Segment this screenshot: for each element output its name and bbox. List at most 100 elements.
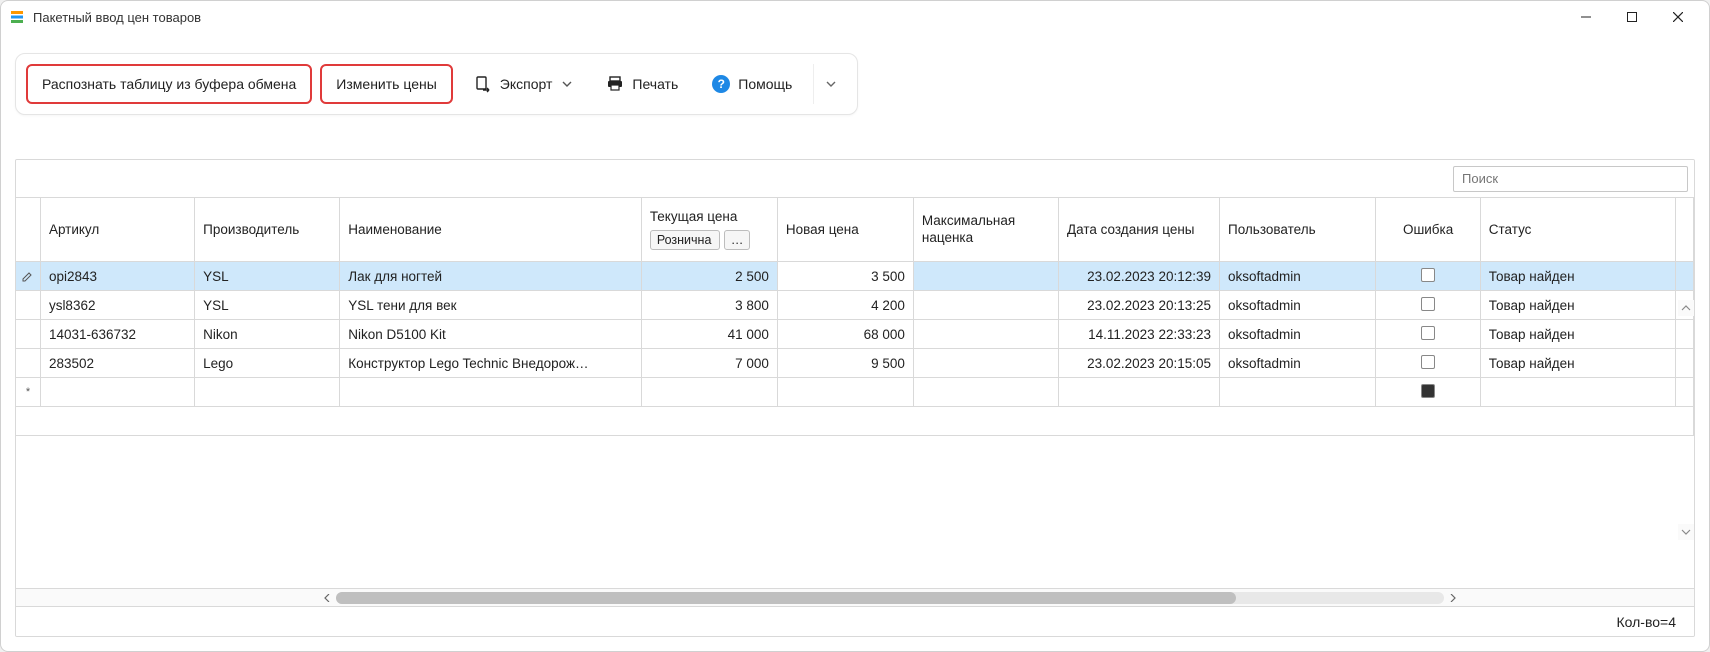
empty-cell[interactable]	[340, 378, 642, 407]
col-name[interactable]: Наименование	[340, 198, 642, 262]
change-prices-button[interactable]: Изменить цены	[320, 64, 452, 104]
error-checkbox[interactable]	[1421, 355, 1435, 369]
hscroll-thumb[interactable]	[336, 592, 1236, 604]
error-checkbox[interactable]	[1421, 326, 1435, 340]
error-checkbox[interactable]	[1421, 384, 1435, 398]
cell-max-markup[interactable]	[914, 349, 1059, 378]
table-row[interactable]: ysl8362YSLYSL тени для век3 8004 200 23.0…	[16, 291, 1694, 320]
col-new-price[interactable]: Новая цена	[778, 198, 914, 262]
cell-new-price[interactable]: 9 500	[778, 349, 914, 378]
maximize-button[interactable]	[1609, 2, 1655, 32]
cell-user[interactable]: oksoftadmin	[1220, 349, 1376, 378]
cell-error[interactable]	[1376, 262, 1480, 291]
empty-cell[interactable]	[642, 378, 778, 407]
table-row[interactable]: opi2843YSLЛак для ногтей2 5003 500 23.02.…	[16, 262, 1694, 291]
cell-status[interactable]: Товар найден	[1481, 349, 1676, 378]
cell-status[interactable]: Товар найден	[1481, 291, 1676, 320]
empty-cell[interactable]	[41, 378, 195, 407]
col-status-label: Статус	[1489, 222, 1532, 237]
toolbar-more-button[interactable]	[813, 64, 847, 104]
cell-user[interactable]: oksoftadmin	[1220, 320, 1376, 349]
empty-cell[interactable]	[1481, 378, 1676, 407]
cell-new-price[interactable]: 3 500	[778, 262, 914, 291]
hscroll-right-icon[interactable]	[1446, 591, 1460, 605]
recognize-clipboard-label: Распознать таблицу из буфера обмена	[42, 76, 296, 92]
table-row[interactable]: 14031-636732NikonNikon D5100 Kit41 00068…	[16, 320, 1694, 349]
close-button[interactable]	[1655, 2, 1701, 32]
error-checkbox[interactable]	[1421, 268, 1435, 282]
cell-error[interactable]	[1376, 320, 1480, 349]
col-date[interactable]: Дата создания цены	[1059, 198, 1220, 262]
cell-new-price[interactable]: 4 200	[778, 291, 914, 320]
col-name-label: Наименование	[348, 222, 442, 237]
col-current-price[interactable]: Текущая цена Рознична …	[642, 198, 778, 262]
cell-current-price[interactable]: 2 500	[642, 262, 778, 291]
cell-current-price[interactable]: 7 000	[642, 349, 778, 378]
cell-error[interactable]	[1376, 378, 1480, 407]
cell-status[interactable]: Товар найден	[1481, 320, 1676, 349]
cell-name[interactable]: YSL тени для век	[340, 291, 642, 320]
cell-article[interactable]: opi2843	[41, 262, 195, 291]
cell-user[interactable]: oksoftadmin	[1220, 262, 1376, 291]
cell-date[interactable]: 14.11.2023 22:33:23	[1059, 320, 1220, 349]
price-type-selector[interactable]: Рознична	[650, 230, 720, 250]
cell-status[interactable]: Товар найден	[1481, 262, 1676, 291]
recognize-clipboard-button[interactable]: Распознать таблицу из буфера обмена	[26, 64, 312, 104]
cell-manufacturer[interactable]: YSL	[195, 262, 340, 291]
table-row[interactable]: 283502LegoКонструктор Lego Technic Внедо…	[16, 349, 1694, 378]
cell-error[interactable]	[1376, 349, 1480, 378]
row-indicator	[16, 262, 41, 291]
price-type-more-button[interactable]: …	[724, 230, 751, 250]
help-label: Помощь	[738, 76, 792, 92]
minimize-button[interactable]	[1563, 2, 1609, 32]
cell-date[interactable]: 23.02.2023 20:15:05	[1059, 349, 1220, 378]
print-label: Печать	[632, 76, 678, 92]
cell-current-price[interactable]: 41 000	[642, 320, 778, 349]
app-icon	[9, 9, 25, 25]
cell-new-price[interactable]: 68 000	[778, 320, 914, 349]
print-button[interactable]: Печать	[593, 64, 691, 104]
col-max-markup[interactable]: Максимальная наценка	[914, 198, 1059, 262]
cell-manufacturer[interactable]: YSL	[195, 291, 340, 320]
vscroll-down-icon[interactable]	[1678, 524, 1694, 540]
cell-name[interactable]: Конструктор Lego Technic Внедорож…	[340, 349, 642, 378]
cell-article[interactable]: 14031-636732	[41, 320, 195, 349]
hscroll-left-icon[interactable]	[320, 591, 334, 605]
col-indicator[interactable]	[16, 198, 41, 262]
cell-name[interactable]: Nikon D5100 Kit	[340, 320, 642, 349]
search-box	[1453, 166, 1688, 192]
help-button[interactable]: ? Помощь	[699, 64, 805, 104]
cell-article[interactable]: 283502	[41, 349, 195, 378]
new-row[interactable]: *	[16, 378, 1694, 407]
export-icon	[474, 75, 492, 93]
search-input[interactable]	[1462, 171, 1679, 186]
col-manufacturer[interactable]: Производитель	[195, 198, 340, 262]
horizontal-scrollbar[interactable]	[16, 588, 1694, 606]
empty-cell[interactable]	[914, 378, 1059, 407]
export-button[interactable]: Экспорт	[461, 64, 586, 104]
grid-panel: Артикул Производитель Наименование Текущ…	[15, 159, 1695, 637]
cell-article[interactable]: ysl8362	[41, 291, 195, 320]
vscroll-up-icon[interactable]	[1678, 300, 1694, 316]
cell-manufacturer[interactable]: Nikon	[195, 320, 340, 349]
col-user[interactable]: Пользователь	[1220, 198, 1376, 262]
cell-manufacturer[interactable]: Lego	[195, 349, 340, 378]
empty-cell[interactable]	[1059, 378, 1220, 407]
cell-max-markup[interactable]	[914, 320, 1059, 349]
cell-date[interactable]: 23.02.2023 20:13:25	[1059, 291, 1220, 320]
empty-cell[interactable]	[195, 378, 340, 407]
cell-name[interactable]: Лак для ногтей	[340, 262, 642, 291]
col-error[interactable]: Ошибка	[1376, 198, 1480, 262]
cell-current-price[interactable]: 3 800	[642, 291, 778, 320]
empty-cell[interactable]	[1220, 378, 1376, 407]
cell-error[interactable]	[1376, 291, 1480, 320]
col-status[interactable]: Статус	[1481, 198, 1676, 262]
cell-user[interactable]: oksoftadmin	[1220, 291, 1376, 320]
empty-cell[interactable]	[778, 378, 914, 407]
cell-date[interactable]: 23.02.2023 20:12:39	[1059, 262, 1220, 291]
window-controls	[1563, 2, 1701, 32]
cell-max-markup[interactable]	[914, 291, 1059, 320]
col-article[interactable]: Артикул	[41, 198, 195, 262]
error-checkbox[interactable]	[1421, 297, 1435, 311]
cell-max-markup[interactable]	[914, 262, 1059, 291]
